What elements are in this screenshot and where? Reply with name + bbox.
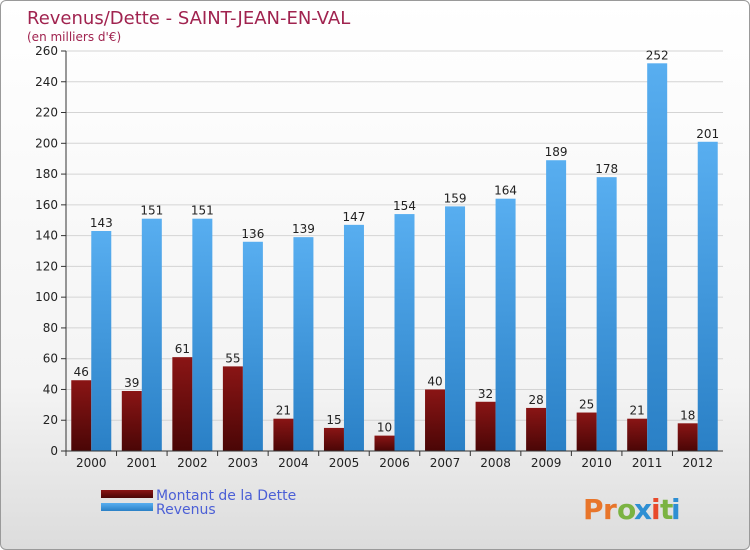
bar-revenus [192,218,213,451]
chart-subtitle: (en milliers d'€) [27,30,121,44]
data-label-dette: 18 [680,408,695,422]
bar-revenus [343,224,364,451]
data-label-revenus: 139 [292,222,315,236]
x-tick-label: 2005 [329,456,360,470]
data-label-dette: 46 [74,365,89,379]
data-label-revenus: 252 [646,48,669,62]
x-tick-label: 2000 [76,456,107,470]
bar-dette [526,407,547,451]
x-tick-label: 2007 [430,456,461,470]
logo-letter: x [634,493,652,526]
bar-dette [273,418,294,451]
data-label-dette: 40 [427,374,442,388]
data-label-dette: 10 [377,421,392,435]
data-label-dette: 15 [326,413,341,427]
legend-swatch-revenus [101,503,153,511]
bar-dette [576,412,597,451]
data-label-revenus: 151 [191,204,214,218]
legend-swatch-debt [101,490,153,498]
data-label-revenus: 164 [494,184,517,198]
data-label-dette: 61 [175,342,190,356]
bar-revenus [141,218,162,451]
x-tick-label: 2008 [480,456,511,470]
data-label-revenus: 136 [241,227,264,241]
logo-letter: i [651,493,661,526]
data-label-revenus: 143 [90,216,113,230]
y-tick-label: 100 [35,290,58,304]
legend-label-revenus: Revenus [156,502,216,518]
data-label-dette: 21 [630,404,645,418]
data-label-dette: 25 [579,398,594,412]
x-tick-label: 2001 [127,456,158,470]
y-tick-label: 140 [35,229,58,243]
bar-revenus [495,198,516,451]
data-labels: 46 143 39 151 61 151 55 136 21 139 15 147 10 154 40 159… [74,48,720,434]
data-label-revenus: 151 [140,204,163,218]
bar-dette [71,380,92,451]
data-label-dette: 21 [276,404,291,418]
x-tick-label: 2006 [379,456,410,470]
bar-revenus [445,206,466,451]
y-tick-label: 200 [35,136,58,150]
data-label-revenus: 178 [595,162,618,176]
logo-letter: P [583,493,604,526]
x-tick-label: 2004 [278,456,309,470]
data-label-dette: 55 [225,351,240,365]
axes: 0 20 40 60 80 100 120 140 160 180 200 220 240 260 2000… [35,44,723,470]
x-tick-label: 2002 [177,456,208,470]
chart-title: Revenus/Dette - SAINT-JEAN-EN-VAL [27,8,350,29]
y-tick-label: 240 [35,75,58,89]
bar-revenus [394,214,415,451]
y-tick-label: 80 [43,321,58,335]
data-label-dette: 39 [124,376,139,390]
bar-dette [627,418,648,451]
bar-dette [475,401,496,451]
bar-dette [172,357,193,451]
x-tick-label: 2003 [228,456,259,470]
bar-dette [677,423,698,451]
data-label-dette: 32 [478,387,493,401]
logo-letter: i [671,493,681,526]
y-tick-label: 220 [35,106,58,120]
data-label-revenus: 159 [444,191,467,205]
bar-revenus [697,141,718,451]
y-tick-label: 120 [35,259,58,273]
bars [71,63,718,452]
x-tick-label: 2009 [531,456,562,470]
data-label-dette: 28 [528,393,543,407]
y-tick-label: 60 [43,352,58,366]
bar-dette [323,427,344,451]
x-tick-label: 2012 [682,456,713,470]
y-tick-label: 260 [35,44,58,58]
data-label-revenus: 147 [343,210,366,224]
bar-revenus [647,63,668,452]
data-label-revenus: 154 [393,199,416,213]
data-label-revenus: 201 [696,127,719,141]
legend: Montant de la Dette Revenus [101,488,296,518]
bar-revenus [546,160,567,451]
legend-label-debt: Montant de la Dette [156,488,296,504]
y-tick-label: 180 [35,167,58,181]
data-label-revenus: 189 [545,145,568,159]
logo-letter: r [603,493,617,526]
bar-dette [121,391,142,451]
bar-dette [425,389,446,451]
x-tick-label: 2010 [581,456,612,470]
x-tick-label: 2011 [632,456,663,470]
bar-revenus [596,177,617,451]
y-tick-label: 160 [35,198,58,212]
bar-revenus [91,231,112,451]
y-tick-label: 40 [43,382,58,396]
bar-revenus [242,241,263,451]
logo-letter: t [660,493,673,526]
bar-dette [222,366,243,451]
logo-letter: o [617,493,636,526]
bar-revenus [293,237,314,451]
y-tick-label: 0 [50,444,58,458]
y-tick-label: 20 [43,413,58,427]
bar-dette [374,435,395,451]
